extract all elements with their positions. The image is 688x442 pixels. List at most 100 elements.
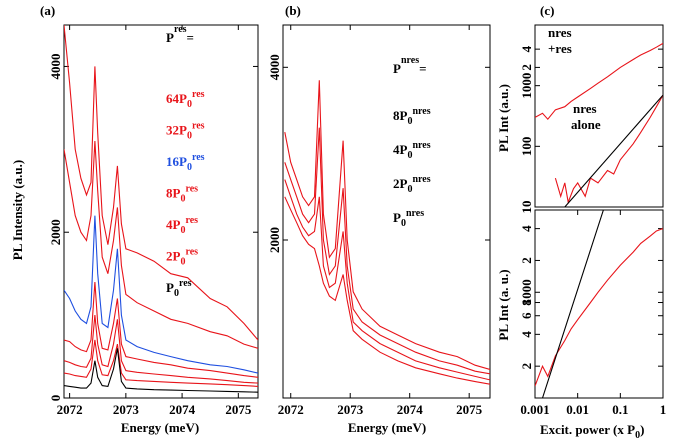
annotation: alone	[571, 117, 601, 132]
legend-label: P0nres	[393, 208, 424, 229]
spectrum-line	[64, 281, 258, 378]
annotation: nres	[548, 25, 572, 40]
plot-frame	[63, 24, 259, 399]
legend-label-text: P	[166, 280, 174, 295]
spectrum-line	[535, 228, 663, 387]
legend-label: 2P0res	[166, 247, 198, 268]
legend-label: 32P0res	[166, 121, 205, 142]
y-tick-label: 0	[48, 395, 63, 402]
legend-label-sub: 0	[187, 131, 192, 142]
x-tick-label: 2074	[397, 402, 424, 417]
y-tick-label: 2	[519, 257, 534, 264]
legend-label-sup: res	[185, 184, 198, 195]
spectrum-line	[64, 339, 258, 387]
legend-title: Pnres=	[393, 55, 427, 76]
legend-label-text: 8P	[166, 186, 181, 201]
legend-label: 16P0res	[166, 152, 205, 173]
x-tick-label: 2074	[169, 402, 196, 417]
x-tick-label: 2073	[337, 402, 364, 417]
legend-label-sub: 0	[407, 116, 412, 127]
legend-label: 8P0res	[166, 184, 198, 205]
y-axis-label: PL Int (a. u.)	[496, 269, 511, 340]
legend-label-text: 32P	[166, 123, 187, 138]
legend-label-sub: 0	[180, 257, 185, 268]
legend-label: P0res	[166, 278, 192, 299]
y-tick-label: 4	[519, 45, 534, 52]
legend-label-sub: 0	[407, 184, 412, 195]
y-tick-label: 8	[519, 299, 534, 306]
y-tick-label: 2	[519, 64, 534, 71]
y-axis-label: PL Int (a.u.)	[496, 84, 511, 152]
legend-label-text: 8P	[393, 108, 408, 123]
spectrum-line	[284, 127, 490, 375]
legend-label-text: P	[393, 210, 401, 225]
legend-label-text: 64P	[166, 91, 187, 106]
x-tick-label: 0.01	[566, 402, 589, 417]
legend-label-sub: 0	[407, 150, 412, 161]
x-tick-label: 1	[660, 402, 667, 417]
legend-label: 2P0nres	[393, 174, 431, 195]
x-tick-label: 0.001	[520, 402, 549, 417]
legend-label-sub: 0	[180, 194, 185, 205]
legend-label-text: 2P	[166, 249, 181, 264]
legend-label-sup: nres	[406, 208, 424, 219]
plot-frame	[282, 24, 491, 399]
x-tick-label: 2075	[456, 402, 483, 417]
y-tick-label: 4	[519, 225, 534, 232]
x-tick-label: 2072	[57, 402, 83, 417]
spectrum-line	[554, 94, 663, 205]
legend-title: Pres=	[166, 24, 194, 45]
legend-title-after: =	[187, 30, 194, 45]
panel-label: (a)	[40, 3, 55, 18]
y-tick-label: 1000	[519, 73, 534, 99]
legend-label-sub: 0	[401, 218, 406, 229]
y-tick-label: 4000	[267, 54, 282, 80]
legend-label-sub: 0	[187, 99, 192, 110]
x-axis-label-sub: 0	[635, 430, 640, 441]
legend-label-text: 16P	[166, 154, 187, 169]
legend-title-sup: res	[174, 24, 187, 35]
legend-label-sup: res	[192, 89, 205, 100]
legend-label: 64P0res	[166, 89, 205, 110]
legend-label: 4P0nres	[393, 140, 431, 161]
legend-label-text: 4P	[393, 142, 408, 157]
y-tick-label: 100	[519, 137, 534, 157]
plot-frame	[534, 209, 664, 399]
x-tick-label: 2072	[278, 402, 304, 417]
x-axis-label: Energy (meV)	[121, 420, 199, 435]
legend-title-sup: nres	[401, 55, 419, 66]
legend-label-sub: 0	[187, 162, 192, 173]
spectrum-line	[284, 179, 490, 381]
spectrum-line	[284, 80, 490, 371]
y-tick-label: 10	[519, 201, 534, 214]
spectrum-line	[564, 94, 663, 207]
annotation: nres	[573, 101, 597, 116]
legend-label-text: 4P	[166, 217, 181, 232]
spectrum-line	[64, 315, 258, 384]
legend-label: 8P0nres	[393, 106, 431, 127]
x-axis-label: Excit. power (x P0)	[540, 422, 644, 441]
legend-label-sub: 0	[174, 288, 179, 299]
legend-label-sup: res	[185, 215, 198, 226]
panel-label: (c)	[540, 3, 554, 18]
spectrum-line	[64, 25, 258, 341]
legend-title-after: =	[419, 61, 426, 76]
spectrum-line	[64, 348, 258, 393]
x-axis-label-after: )	[640, 422, 644, 437]
legend-label-sub: 0	[180, 225, 185, 236]
x-axis-label-text: Excit. power (x P	[540, 422, 635, 437]
spectrum-line	[64, 215, 258, 374]
spectrum-line	[541, 210, 604, 398]
y-tick-label: 6	[519, 312, 534, 319]
y-tick-label: 1000	[519, 279, 534, 305]
legend-label-text: 2P	[393, 176, 408, 191]
y-tick-label: 4000	[48, 53, 63, 79]
spectrum-line	[535, 42, 663, 121]
annotation: +res	[548, 41, 572, 56]
spectrum-line	[284, 196, 490, 385]
legend-label-sup: res	[179, 278, 192, 289]
x-tick-label: 2073	[113, 402, 140, 417]
legend-title-text: P	[393, 61, 401, 76]
y-tick-label: 4	[519, 331, 534, 338]
